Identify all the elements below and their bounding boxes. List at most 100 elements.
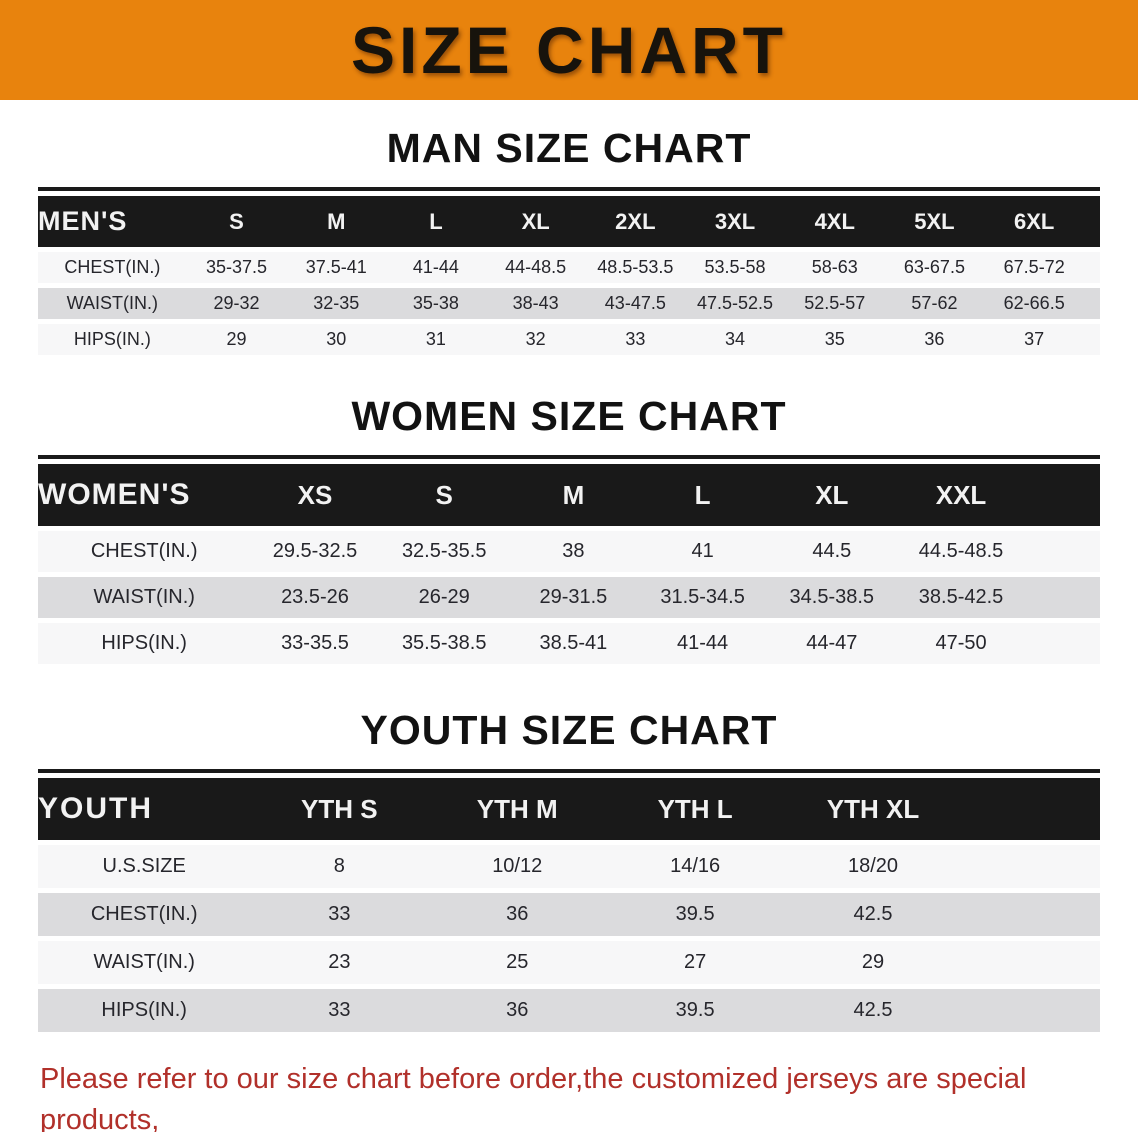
size-header-cell: L xyxy=(638,464,768,526)
value-cell: 35 xyxy=(784,324,885,355)
youth-section-heading: YOUTH SIZE CHART xyxy=(360,707,778,753)
value-cell: 53.5-58 xyxy=(685,252,785,283)
row-label-cell: CHEST(IN.) xyxy=(38,252,187,283)
value-cell: 37 xyxy=(984,324,1085,355)
mens-size-table: MEN'S S M L XL 2XL 3XL 4XL 5XL 6XL CHEST(IN.) 35-37… xyxy=(38,187,1100,360)
value-cell: 8 xyxy=(250,845,429,888)
row-filler-cell xyxy=(1084,288,1100,319)
value-cell: 31 xyxy=(386,324,486,355)
row-label-cell: HIPS(IN.) xyxy=(38,989,251,1032)
value-cell: 43-47.5 xyxy=(585,288,686,319)
youth-size-table-grid: YOUTH YTH S YTH M YTH L YTH XL U.S.SIZE 8 10/12… xyxy=(38,773,1100,1037)
value-cell: 39.5 xyxy=(606,989,785,1032)
size-header-cell: XS xyxy=(250,464,380,526)
value-cell: 37.5-41 xyxy=(286,252,387,283)
value-cell: 39.5 xyxy=(606,893,785,936)
value-cell: 26-29 xyxy=(379,577,509,618)
measure-row: WAIST(IN.) 23 25 27 29 xyxy=(38,941,1100,984)
size-header-cell: 2XL xyxy=(585,196,686,247)
youth-size-table: YOUTH YTH S YTH M YTH L YTH XL U.S.SIZE 8 10/12… xyxy=(38,769,1100,1037)
men-section-heading: MAN SIZE CHART xyxy=(386,125,752,171)
value-cell: 36 xyxy=(884,324,985,355)
row-filler-cell xyxy=(961,941,1100,984)
value-cell: 52.5-57 xyxy=(784,288,885,319)
row-filler-cell xyxy=(1025,623,1100,664)
value-cell: 41-44 xyxy=(638,623,768,664)
value-cell: 34.5-38.5 xyxy=(767,577,897,618)
row-label-cell: HIPS(IN.) xyxy=(38,324,187,355)
measure-row: U.S.SIZE 8 10/12 14/16 18/20 xyxy=(38,845,1100,888)
size-header-cell: XL xyxy=(767,464,897,526)
women-section-heading: WOMEN SIZE CHART xyxy=(351,393,787,439)
size-header-cell: 3XL xyxy=(685,196,785,247)
value-cell: 47.5-52.5 xyxy=(685,288,785,319)
value-cell: 18/20 xyxy=(784,845,962,888)
order-policy-line1: Please refer to our size chart before or… xyxy=(40,1063,1027,1132)
row-filler-cell xyxy=(1084,252,1100,283)
value-cell: 32-35 xyxy=(286,288,387,319)
womens-size-table: WOMEN'S XS S M L XL XXL CHEST(IN.) 29.5-32.5 32.5… xyxy=(38,455,1100,669)
header-filler-cell xyxy=(961,778,1100,840)
value-cell: 62-66.5 xyxy=(984,288,1085,319)
measure-row: WAIST(IN.) 29-32 32-35 35-38 38-43 43-47.5 47.… xyxy=(38,288,1100,319)
value-cell: 44-48.5 xyxy=(485,252,586,283)
value-cell: 38.5-42.5 xyxy=(896,577,1026,618)
size-header-cell: M xyxy=(508,464,638,526)
value-cell: 29 xyxy=(784,941,962,984)
value-cell: 36 xyxy=(428,989,607,1032)
value-cell: 35-38 xyxy=(386,288,486,319)
title-banner: SIZE CHART xyxy=(0,0,1138,100)
value-cell: 30 xyxy=(286,324,387,355)
measure-row: CHEST(IN.) 33 36 39.5 42.5 xyxy=(38,893,1100,936)
measure-row: CHEST(IN.) 35-37.5 37.5-41 41-44 44-48.5 48.5… xyxy=(38,252,1100,283)
table-title-cell: WOMEN'S xyxy=(38,464,251,526)
row-label-cell: WAIST(IN.) xyxy=(38,941,251,984)
row-label-cell: U.S.SIZE xyxy=(38,845,251,888)
row-label-cell: HIPS(IN.) xyxy=(38,623,251,664)
size-header-cell: S xyxy=(186,196,287,247)
value-cell: 27 xyxy=(606,941,785,984)
measure-row: HIPS(IN.) 33 36 39.5 42.5 xyxy=(38,989,1100,1032)
size-header-cell: XL xyxy=(485,196,586,247)
value-cell: 32.5-35.5 xyxy=(379,531,509,572)
value-cell: 47-50 xyxy=(896,623,1026,664)
value-cell: 14/16 xyxy=(606,845,785,888)
mens-size-table-grid: MEN'S S M L XL 2XL 3XL 4XL 5XL 6XL CHEST(IN.) 35-37… xyxy=(38,191,1100,360)
value-cell: 25 xyxy=(428,941,607,984)
row-filler-cell xyxy=(961,845,1100,888)
value-cell: 42.5 xyxy=(784,893,962,936)
value-cell: 63-67.5 xyxy=(884,252,985,283)
value-cell: 67.5-72 xyxy=(984,252,1085,283)
value-cell: 23.5-26 xyxy=(250,577,380,618)
order-policy-note: Please refer to our size chart before or… xyxy=(40,1059,1098,1132)
page-title: SIZE CHART xyxy=(351,13,787,87)
value-cell: 29-31.5 xyxy=(508,577,638,618)
value-cell: 35.5-38.5 xyxy=(379,623,509,664)
row-filler-cell xyxy=(961,989,1100,1032)
row-filler-cell xyxy=(961,893,1100,936)
measure-row: HIPS(IN.) 29 30 31 32 33 34 35 36 37 xyxy=(38,324,1100,355)
value-cell: 57-62 xyxy=(884,288,985,319)
table-top-rule xyxy=(38,455,1100,459)
value-cell: 34 xyxy=(685,324,785,355)
value-cell: 33 xyxy=(585,324,686,355)
womens-size-table-grid: WOMEN'S XS S M L XL XXL CHEST(IN.) 29.5-32.5 32.5… xyxy=(38,459,1100,669)
row-label-cell: CHEST(IN.) xyxy=(38,531,251,572)
size-header-cell: YTH XL xyxy=(784,778,962,840)
table-top-rule xyxy=(38,187,1100,191)
row-filler-cell xyxy=(1025,577,1100,618)
value-cell: 33 xyxy=(250,989,429,1032)
value-cell: 48.5-53.5 xyxy=(585,252,686,283)
value-cell: 41-44 xyxy=(386,252,486,283)
row-filler-cell xyxy=(1084,324,1100,355)
size-header-cell: 4XL xyxy=(784,196,885,247)
value-cell: 33 xyxy=(250,893,429,936)
value-cell: 29-32 xyxy=(186,288,287,319)
size-header-cell: S xyxy=(379,464,509,526)
size-header-row: WOMEN'S XS S M L XL XXL xyxy=(38,464,1100,526)
row-label-cell: CHEST(IN.) xyxy=(38,893,251,936)
value-cell: 33-35.5 xyxy=(250,623,380,664)
table-title-cell: YOUTH xyxy=(38,778,251,840)
table-top-rule xyxy=(38,769,1100,773)
